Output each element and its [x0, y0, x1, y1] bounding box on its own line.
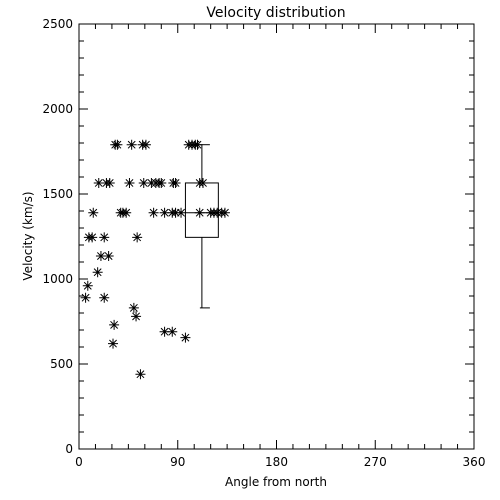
data-point: [167, 326, 178, 337]
data-point: [88, 207, 99, 218]
data-point: [194, 207, 205, 218]
y-tick-label: 1500: [42, 187, 73, 201]
data-point: [104, 177, 115, 188]
data-point: [126, 139, 137, 150]
data-point: [135, 369, 146, 380]
data-point: [156, 177, 167, 188]
data-point: [192, 139, 203, 150]
data-point: [99, 292, 110, 303]
data-point: [82, 280, 93, 291]
y-tick-label: 2500: [42, 17, 73, 31]
x-tick-label: 360: [463, 455, 486, 469]
data-point: [103, 251, 114, 262]
y-axis-label: Velocity (km/s): [21, 191, 35, 280]
data-point: [148, 207, 159, 218]
data-point: [170, 207, 181, 218]
boxplot: [184, 144, 219, 309]
y-tick-label: 2000: [42, 102, 73, 116]
axis-ticks: [78, 23, 475, 450]
x-tick-label: 270: [364, 455, 387, 469]
x-tick-label: 0: [75, 455, 83, 469]
data-point: [131, 311, 142, 322]
data-point: [93, 177, 104, 188]
y-tick-label: 0: [65, 442, 73, 456]
data-point: [92, 267, 103, 278]
data-point: [219, 207, 230, 218]
axis-tick-labels: 0 90 180 270 360 0 500 1000 1500 2000 2500: [42, 17, 485, 469]
data-point: [159, 207, 170, 218]
x-tick-label: 90: [170, 455, 185, 469]
data-point: [128, 302, 139, 313]
data-point: [140, 139, 151, 150]
data-point: [176, 207, 187, 218]
data-point: [87, 232, 98, 243]
data-point: [197, 177, 208, 188]
data-point: [132, 232, 143, 243]
x-axis-label: Angle from north: [225, 475, 327, 489]
data-point: [180, 332, 191, 343]
scatter-points: [80, 139, 230, 380]
data-point: [170, 177, 181, 188]
data-point: [138, 177, 149, 188]
data-point: [108, 338, 119, 349]
data-point: [95, 251, 106, 262]
y-tick-label: 1000: [42, 272, 73, 286]
data-point: [99, 232, 110, 243]
data-point: [112, 139, 123, 150]
chart-title: Velocity distribution: [206, 5, 345, 21]
x-tick-label: 180: [265, 455, 288, 469]
data-point: [109, 319, 120, 330]
y-tick-label: 500: [50, 357, 73, 371]
data-point: [159, 326, 170, 337]
data-point: [121, 207, 132, 218]
data-point: [80, 292, 91, 303]
data-point: [124, 177, 135, 188]
